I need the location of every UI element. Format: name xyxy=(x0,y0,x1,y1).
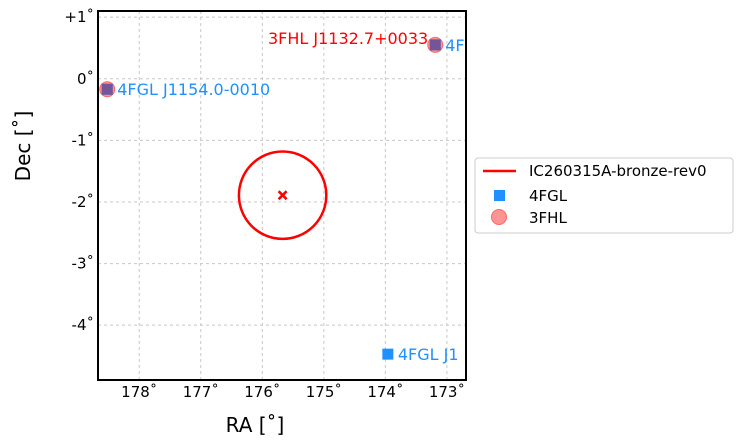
x-tick-label: 178˚ xyxy=(121,383,157,401)
legend-box xyxy=(474,157,734,234)
x-tick-label: 177˚ xyxy=(183,383,219,401)
x-axis-label: RA [˚] xyxy=(226,413,285,437)
4fgl-3fhl-overlap-marker xyxy=(101,83,113,95)
y-tick-label: -1˚ xyxy=(72,131,94,149)
4fgl-label: 4F xyxy=(445,36,464,55)
y-tick-label: 0˚ xyxy=(77,70,94,88)
legend-circle-marker xyxy=(491,209,507,225)
y-tick-label: -4˚ xyxy=(72,316,94,334)
legend: IC260315A-bronze-rev0 4FGL 3FHL xyxy=(474,157,734,234)
grid xyxy=(98,11,466,380)
y-axis-label: Dec [˚] xyxy=(11,111,35,182)
legend-label-event: IC260315A-bronze-rev0 xyxy=(529,162,707,180)
event-center-marker xyxy=(277,190,288,201)
event-error-circle xyxy=(237,150,328,241)
4fgl-3fhl-overlap-marker xyxy=(429,39,441,51)
y-tick-label: -3˚ xyxy=(72,255,94,273)
legend-label-3fhl: 3FHL xyxy=(529,209,567,227)
4fgl-label: 4FGL J1 xyxy=(398,345,459,364)
x-tick-label: 175˚ xyxy=(306,383,342,401)
x-tick-label: 173˚ xyxy=(429,383,465,401)
ticks: 178˚ 177˚ 176˚ 175˚ 174˚ 173˚ +1˚ 0˚ -1˚ -2˚ -3˚ -4… xyxy=(64,8,465,401)
x-tick-label: 174˚ xyxy=(367,383,403,401)
plot-area: 3FHL J1132.7+0033 4FGL J1154.0-0010 4F 4FGL… xyxy=(99,29,465,364)
y-tick-label: -2˚ xyxy=(72,193,94,211)
legend-square-marker xyxy=(494,190,505,201)
axes-frame xyxy=(97,10,467,381)
4fgl-marker xyxy=(382,348,394,360)
x-tick-label: 176˚ xyxy=(244,383,280,401)
4fgl-label: 4FGL J1154.0-0010 xyxy=(117,80,270,99)
legend-label-4fgl: 4FGL xyxy=(529,187,568,205)
3fhl-label: 3FHL J1132.7+0033 xyxy=(268,29,428,48)
y-tick-label: +1˚ xyxy=(64,8,94,26)
